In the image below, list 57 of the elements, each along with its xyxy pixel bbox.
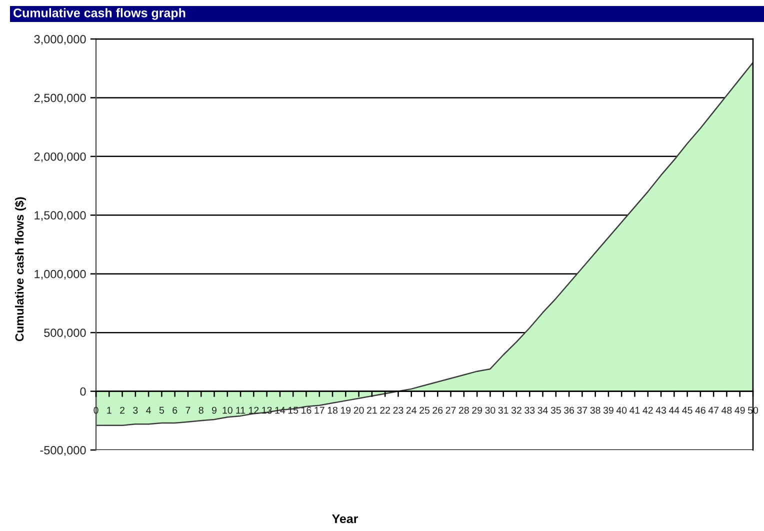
x-tick-label: 29 bbox=[472, 406, 482, 414]
x-tick-label: 21 bbox=[367, 406, 377, 414]
x-tick-label: 46 bbox=[695, 406, 706, 414]
y-tick-label: -500,000 bbox=[40, 446, 86, 456]
x-tick-label: 18 bbox=[328, 406, 338, 414]
x-axis-title: Year bbox=[332, 514, 358, 524]
x-tick-label: 39 bbox=[603, 406, 614, 414]
x-tick-label: 1 bbox=[107, 406, 112, 414]
y-tick-label: 3,000,000 bbox=[34, 35, 86, 45]
x-tick-label: 26 bbox=[432, 406, 443, 414]
x-tick-label: 19 bbox=[340, 406, 351, 414]
x-tick-label: 34 bbox=[538, 406, 548, 414]
x-tick-label: 10 bbox=[222, 406, 232, 414]
x-tick-label: 40 bbox=[616, 406, 627, 414]
x-tick-label: 45 bbox=[682, 406, 692, 414]
x-tick-label: 23 bbox=[393, 406, 404, 414]
x-tick-label: 24 bbox=[406, 406, 416, 414]
x-tick-label: 31 bbox=[498, 406, 508, 414]
x-tick-label: 22 bbox=[380, 406, 390, 414]
x-tick-label: 11 bbox=[236, 406, 246, 414]
y-tick-label: 1,500,000 bbox=[34, 211, 86, 221]
x-tick-label: 3 bbox=[133, 406, 138, 414]
x-tick-label: 20 bbox=[354, 406, 364, 414]
x-tick-label: 16 bbox=[302, 406, 312, 414]
x-tick-label: 43 bbox=[656, 406, 666, 414]
x-tick-label: 12 bbox=[249, 406, 259, 414]
x-tick-label: 42 bbox=[642, 406, 653, 414]
x-tick-label: 5 bbox=[159, 406, 164, 414]
y-tick-label: 0 bbox=[80, 387, 86, 396]
x-tick-label: 32 bbox=[511, 406, 522, 414]
x-tick-label: 30 bbox=[485, 406, 496, 414]
x-tick-label: 41 bbox=[630, 406, 640, 414]
x-tick-label: 33 bbox=[524, 406, 535, 414]
x-tick-label: 25 bbox=[420, 406, 430, 414]
y-axis-title: Cumulative cash flows ($) bbox=[14, 197, 26, 342]
x-tick-label: 7 bbox=[186, 406, 190, 414]
x-tick-label: 27 bbox=[446, 406, 456, 414]
x-tick-label: 47 bbox=[708, 406, 718, 414]
x-tick-label: 35 bbox=[550, 406, 561, 414]
x-tick-label: 28 bbox=[459, 406, 469, 414]
x-tick-label: 17 bbox=[314, 406, 324, 414]
chart-title: Cumulative cash flows graph bbox=[14, 8, 186, 20]
x-tick-label: 48 bbox=[722, 406, 732, 414]
y-tick-label: 500,000 bbox=[44, 328, 86, 338]
x-tick-label: 8 bbox=[198, 406, 204, 414]
x-tick-label: 6 bbox=[172, 406, 178, 414]
y-tick-label: 2,500,000 bbox=[34, 94, 86, 104]
x-tick-label: 2 bbox=[120, 406, 124, 414]
x-tick-label: 4 bbox=[146, 406, 151, 414]
x-tick-label: 37 bbox=[577, 406, 588, 414]
y-tick-label: 2,000,000 bbox=[34, 152, 86, 162]
y-tick-label: 1,000,000 bbox=[34, 270, 86, 280]
x-tick-label: 38 bbox=[590, 406, 600, 414]
x-tick-label: 36 bbox=[564, 406, 574, 414]
x-tick-label: 9 bbox=[212, 406, 217, 414]
x-tick-label: 49 bbox=[734, 406, 745, 414]
x-tick-label: 44 bbox=[668, 406, 680, 414]
